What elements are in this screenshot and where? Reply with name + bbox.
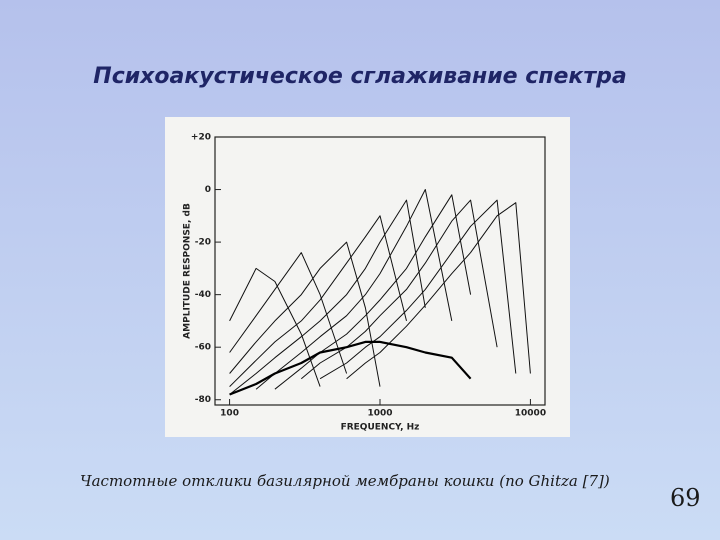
x-axis-label: FREQUENCY, Hz [341, 423, 420, 433]
y-tick-label: -20 [195, 238, 211, 248]
response-curve [319, 199, 517, 380]
y-tick-label: -60 [195, 343, 211, 353]
response-curve [229, 340, 472, 396]
response-curve [300, 199, 498, 380]
response-curve [255, 189, 453, 390]
slide-title: Психоакустическое сглаживание спектра [93, 64, 627, 89]
page-number: 69 [670, 484, 701, 512]
caption: Частотные отклики базилярной мембраны ко… [80, 472, 610, 490]
response-curve [274, 194, 472, 390]
x-tick-label: 100 [220, 409, 239, 419]
y-tick-label: 0 [205, 185, 211, 195]
y-tick-label: -80 [195, 395, 211, 405]
y-tick-label: +20 [191, 133, 211, 143]
response-curve [229, 267, 321, 387]
y-axis-label: AMPLITUDE RESPONSE, dB [183, 203, 193, 339]
figure-background [165, 117, 570, 437]
response-curve [229, 199, 426, 395]
x-tick-label: 10000 [515, 409, 546, 419]
chart: FREQUENCY, Hz AMPLITUDE RESPONSE, dB +20… [165, 117, 570, 437]
x-tick-label: 1000 [367, 409, 392, 419]
response-curve [229, 241, 381, 387]
response-curve [229, 252, 348, 374]
response-curve [229, 215, 407, 387]
y-tick-label: -40 [195, 290, 211, 300]
response-curve [346, 202, 531, 380]
